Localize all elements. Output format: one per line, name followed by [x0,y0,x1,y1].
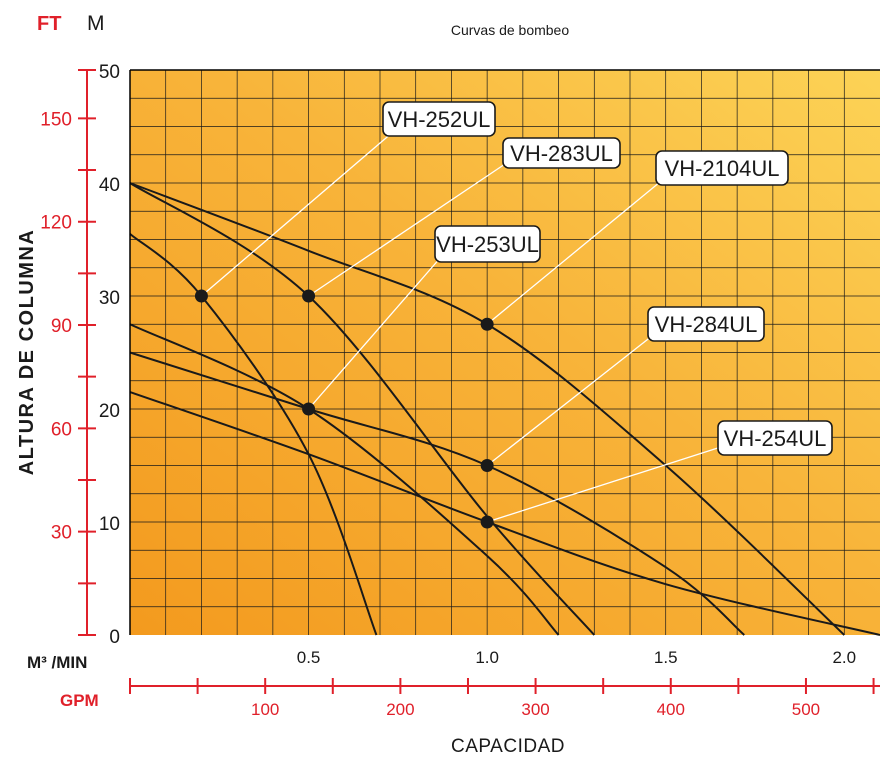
callout-label-vh-252ul: VH-252UL [388,107,491,132]
operating-point-vh-283ul [302,289,316,303]
callout-leaders [201,131,725,523]
callout-box-vh-284ul [647,306,765,342]
leader-line-vh-252ul [201,131,394,297]
m3-tick-label: 1.0 [475,648,499,667]
m3-tick-label: 1.5 [654,648,678,667]
series-curve-vh-252ul [129,233,378,636]
callout-label-vh-254ul: VH-254UL [724,426,827,451]
ft-unit-label: FT [37,13,61,35]
operating-point-markers [194,289,494,529]
callout-label-vh-2104ul: VH-2104UL [665,156,780,181]
m3-unit-label: M³ /MIN [27,653,87,672]
series-curve-vh-2104ul [129,182,845,636]
y-axis-title: ALTURA DE COLUMNA [16,229,38,476]
ft-tick-label: 150 [40,109,72,130]
callout-label-vh-283ul: VH-283UL [510,141,613,166]
callout-label-vh-253ul: VH-253UL [436,232,539,257]
operating-point-vh-253ul [302,402,316,416]
m-tick-label: 40 [99,175,120,196]
chart-title: Curvas de bombeo [451,22,570,38]
operating-point-vh-2104ul [480,317,494,331]
m-tick-label: 30 [99,288,120,309]
callout-box-vh-2104ul [655,150,789,186]
gpm-unit-label: GPM [60,691,99,710]
operating-point-vh-254ul [480,515,494,529]
ft-tick-label: 120 [40,213,72,234]
m-tick-label: 50 [99,62,120,83]
callout-box-vh-283ul [502,137,621,169]
m3-axis-ticks: 0.5 1.0 1.5 2.0 [297,648,856,667]
ft-tick-label: 30 [51,523,72,544]
leader-line-vh-284ul [486,335,653,467]
gpm-tick-label: 200 [386,700,414,719]
gpm-tick-label: 300 [521,700,549,719]
series-curve-vh-253ul [129,323,560,636]
callout-box-vh-253ul [434,225,541,263]
leader-line-vh-2104ul [486,181,661,325]
callout-label-vh-284ul: VH-284UL [655,312,758,337]
callout-labels: VH-252UL VH-283UL VH-2104UL VH-253UL VH-284U… [382,101,833,456]
m-unit-label: M [87,12,105,35]
m-tick-label: 20 [99,401,120,422]
m3-tick-label: 0.5 [297,648,321,667]
callout-box-vh-252ul [382,101,496,137]
operating-point-vh-284ul [480,459,494,472]
x-axis-title: CAPACIDAD [451,736,565,757]
ft-tick-label: 60 [51,419,72,440]
gpm-tick-label: 400 [657,700,685,719]
ft-tick-label: 90 [51,316,72,337]
operating-point-vh-252ul [194,289,208,303]
m-tick-label: 10 [99,514,120,535]
gpm-axis-ticks: 100 200 300 400 500 [129,678,875,719]
series-curve-vh-283ul [129,182,596,636]
leader-line-vh-253ul [308,256,442,410]
m-tick-label: 0 [109,627,120,648]
gpm-tick-label: 100 [251,700,279,719]
m-axis-ticks: 0 10 20 30 40 50 [99,62,120,648]
callout-box-vh-254ul [717,420,833,456]
ft-axis-ticks: 30 60 90 120 150 [40,69,96,636]
leader-line-vh-283ul [308,161,509,297]
leader-line-vh-254ul [486,445,725,523]
gpm-tick-label: 500 [792,700,820,719]
m3-tick-label: 2.0 [832,648,856,667]
